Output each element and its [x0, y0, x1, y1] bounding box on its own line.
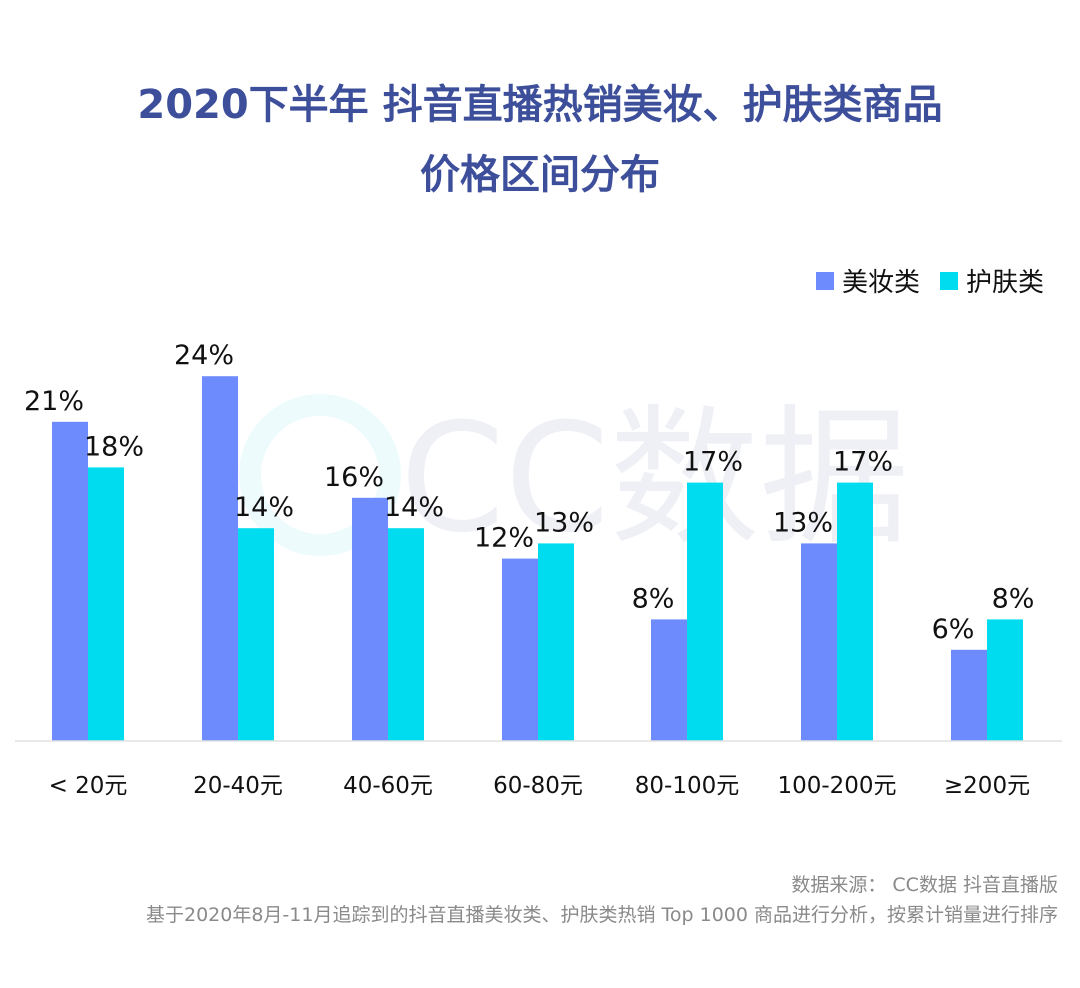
bar-makeup: [52, 421, 88, 741]
x-tick-label: 20-40元: [193, 773, 283, 799]
bar-skincare: [687, 482, 723, 741]
data-label: 6%: [932, 614, 975, 645]
data-label: 18%: [84, 431, 144, 462]
data-label: 13%: [773, 507, 833, 538]
data-label: 14%: [384, 492, 444, 523]
legend-label-makeup: 美妆类: [841, 268, 920, 298]
watermark-text: CC数据: [400, 392, 909, 566]
chart-title-line2: 价格区间分布: [420, 152, 660, 198]
data-source: 数据来源： CC数据 抖音直播版: [791, 874, 1058, 896]
bar-makeup: [801, 543, 837, 741]
legend-item-makeup: 美妆类: [815, 262, 920, 299]
bar-skincare: [388, 528, 424, 741]
x-tick-label: 80-100元: [635, 773, 739, 799]
x-tick-label: ≥200元: [944, 773, 1030, 799]
data-label: 13%: [534, 507, 594, 538]
bar-makeup: [502, 558, 538, 741]
legend-item-skincare: 护肤类: [939, 262, 1044, 299]
legend-swatch-makeup: [815, 271, 834, 290]
bar-makeup: [651, 619, 687, 741]
data-label: 16%: [324, 462, 384, 493]
bar-skincare: [238, 528, 274, 741]
x-tick-label: 40-60元: [343, 773, 433, 799]
legend: 美妆类 护肤类: [796, 262, 1044, 299]
bar-skincare: [538, 543, 574, 741]
x-tick-label: 100-200元: [777, 773, 896, 799]
data-note: 基于2020年8月-11月追踪到的抖音直播美妆类、护肤类热销 Top 1000 …: [145, 904, 1058, 926]
data-label: 17%: [683, 447, 743, 478]
bar-skincare: [987, 619, 1023, 741]
legend-swatch-skincare: [939, 271, 958, 290]
bar-skincare: [88, 467, 124, 741]
watermark-logo-icon: [239, 394, 401, 556]
x-tick-label: 60-80元: [493, 773, 583, 799]
bar-skincare: [837, 482, 873, 741]
legend-label-skincare: 护肤类: [965, 268, 1044, 298]
data-label: 17%: [833, 447, 893, 478]
data-label: 14%: [234, 492, 294, 523]
data-label: 12%: [474, 523, 534, 554]
bar-makeup: [951, 649, 987, 741]
bar-makeup: [202, 376, 238, 741]
x-tick-label: < 20元: [49, 773, 128, 799]
data-label: 8%: [992, 583, 1035, 614]
data-label: 24%: [174, 340, 234, 371]
data-label: 21%: [24, 386, 84, 417]
data-label: 8%: [632, 583, 675, 614]
chart-title-line1: 2020下半年 抖音直播热销美妆、护肤类商品: [137, 82, 943, 128]
bar-makeup: [352, 497, 388, 741]
watermark: CC数据: [239, 392, 909, 566]
